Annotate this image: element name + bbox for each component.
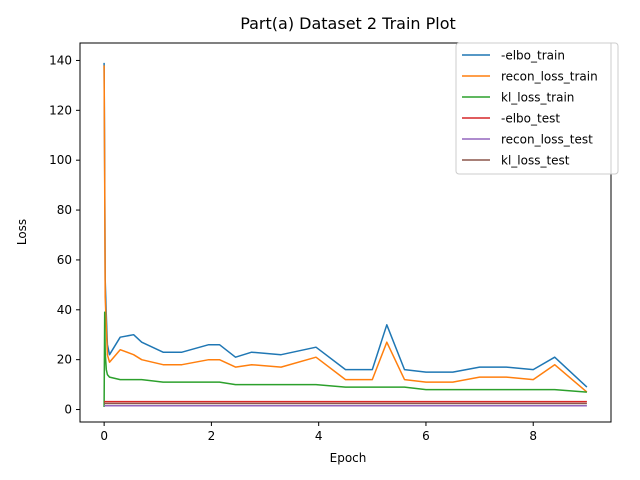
series-line-kl-loss-train	[103, 311, 587, 408]
y-tick-label: 40	[57, 303, 72, 317]
legend-label: recon_loss_test	[501, 133, 593, 147]
y-tick-label: 80	[57, 203, 72, 217]
legend-label: kl_loss_test	[501, 154, 570, 168]
legend: -elbo_train recon_loss_train kl_loss_train…	[455, 42, 619, 175]
series-line-recon-loss-train	[103, 65, 588, 393]
plot-frame	[79, 42, 612, 423]
x-tick-label: 0	[100, 429, 108, 443]
y-tick-label: 20	[57, 353, 72, 367]
y-tick-label: 60	[57, 253, 72, 267]
y-tick-label: 0	[64, 403, 72, 417]
chart-title: Part(a) Dataset 2 Train Plot	[240, 14, 456, 33]
y-axis-label: Loss	[15, 219, 29, 245]
y-tick-label: 100	[49, 153, 72, 167]
series-layer	[103, 62, 588, 408]
y-tick-label: 120	[49, 103, 72, 117]
x-tick-label: 8	[529, 429, 537, 443]
legend-label: recon_loss_train	[501, 70, 598, 84]
legend-label: -elbo_train	[501, 49, 565, 63]
legend-box	[455, 42, 619, 175]
legend-label: kl_loss_train	[501, 91, 574, 105]
x-tick-label: 4	[315, 429, 323, 443]
legend-label: -elbo_test	[501, 112, 560, 126]
y-tick-label: 140	[49, 53, 72, 67]
x-tick-label: 2	[208, 429, 216, 443]
x-tick-label: 6	[422, 429, 430, 443]
series-line-elbo-train	[103, 62, 588, 388]
x-axis-label: Epoch	[330, 451, 367, 465]
